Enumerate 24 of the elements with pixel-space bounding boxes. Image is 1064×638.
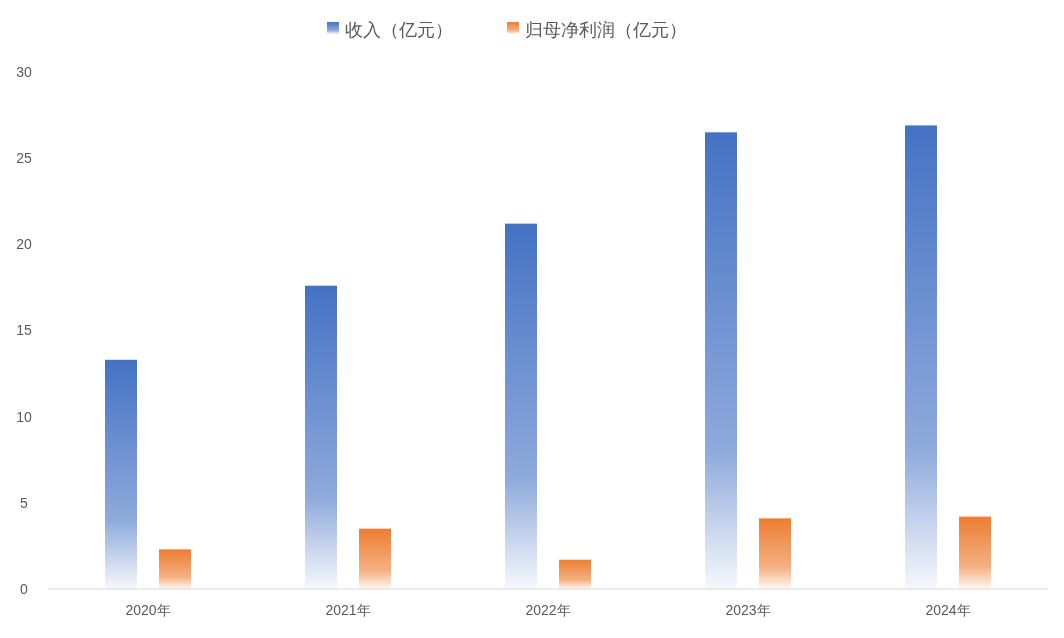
y-tick-label: 30 bbox=[16, 63, 32, 80]
y-tick-label: 10 bbox=[16, 408, 32, 425]
legend-label: 收入（亿元） bbox=[345, 20, 453, 41]
bar bbox=[759, 518, 791, 589]
y-tick-label: 0 bbox=[20, 580, 29, 597]
bar bbox=[705, 132, 737, 589]
bar bbox=[105, 359, 137, 589]
x-tick-label: 2023年 bbox=[725, 602, 771, 618]
x-tick-label: 2024年 bbox=[925, 602, 971, 618]
bar bbox=[959, 516, 991, 589]
y-tick-label: 25 bbox=[16, 150, 32, 167]
bar bbox=[505, 223, 537, 589]
bar bbox=[159, 549, 191, 589]
bar bbox=[305, 285, 337, 589]
bar bbox=[359, 528, 391, 589]
bar bbox=[905, 125, 937, 589]
x-tick-label: 2022年 bbox=[525, 602, 571, 618]
y-tick-label: 20 bbox=[16, 236, 32, 253]
x-tick-label: 2021年 bbox=[325, 602, 371, 618]
y-tick-label: 5 bbox=[20, 494, 29, 511]
x-tick-label: 2020年 bbox=[125, 602, 171, 618]
bar bbox=[559, 559, 591, 589]
legend-label: 归母净利润（亿元） bbox=[525, 20, 687, 41]
y-tick-label: 15 bbox=[16, 322, 32, 339]
